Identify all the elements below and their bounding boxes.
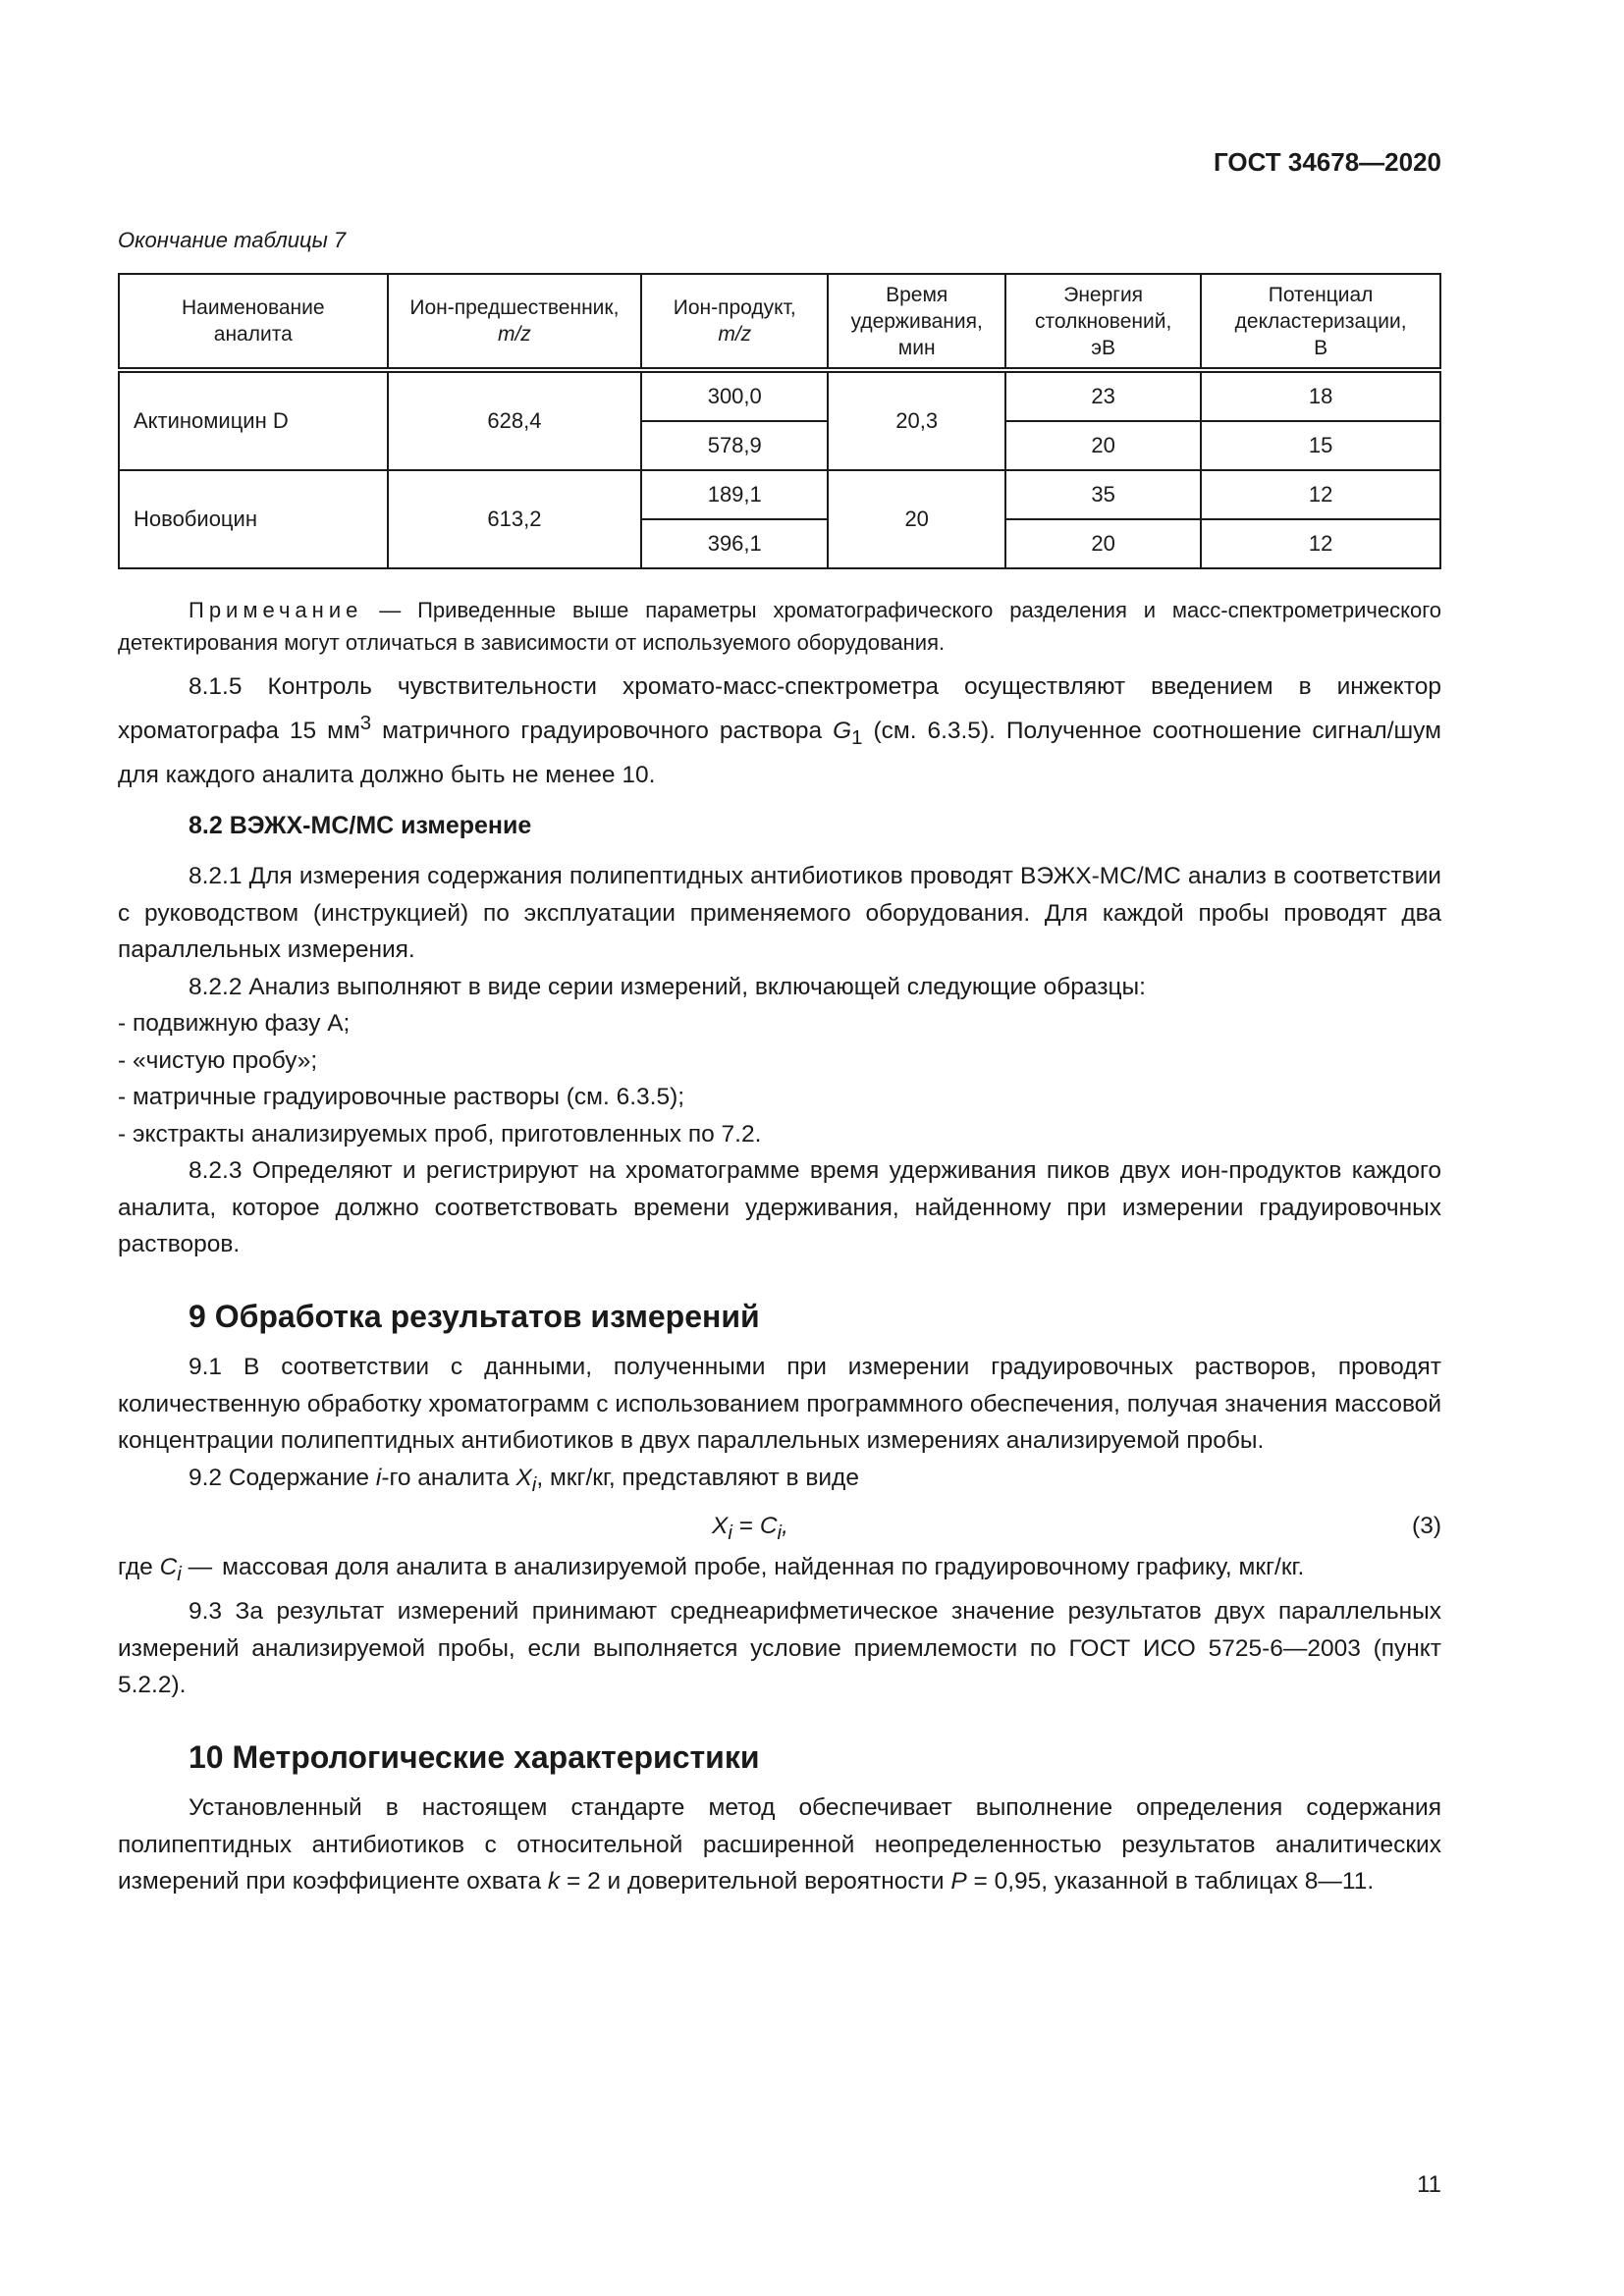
table-cell: 12 bbox=[1200, 469, 1441, 520]
table-cell: 20 bbox=[827, 469, 1007, 569]
table-cell: Новобиоцин bbox=[118, 469, 389, 569]
page-number: 11 bbox=[1417, 2171, 1441, 2198]
table-cell: 20 bbox=[1004, 518, 1203, 569]
formula-legend: где Ci — массовая доля аналита в анализир… bbox=[118, 1553, 1305, 1585]
para-9-2: 9.2 Содержание i-го аналита Xi, мкг/кг, … bbox=[189, 1464, 859, 1496]
table-cell: 628,4 bbox=[386, 369, 643, 471]
list-item: - подвижную фазу А; bbox=[118, 1010, 351, 1038]
table-cell: 20,3 bbox=[827, 369, 1007, 471]
document-header: ГОСТ 34678—2020 bbox=[1214, 147, 1441, 177]
table-caption: Окончание таблицы 7 bbox=[118, 228, 347, 252]
para-8-2-1: 8.2.1 Для измерения содержания полипепти… bbox=[118, 863, 1441, 964]
para-9-1: 9.1 В соответствии с данными, полученным… bbox=[118, 1354, 1441, 1455]
table-row: 578,9 20 15 bbox=[119, 420, 1441, 471]
note: Примечание — Приведенные выше параметры … bbox=[118, 594, 1441, 659]
table-7: Наименование аналита Ион-предшественник, m/… bbox=[118, 273, 1441, 569]
table-cell: 300,0 bbox=[640, 369, 830, 422]
para-9-3: 9.3 За результат измерений принимают сре… bbox=[118, 1598, 1441, 1699]
table-cell: 15 bbox=[1200, 420, 1441, 471]
table-cell: 12 bbox=[1200, 518, 1441, 569]
document-body: Примечание — Приведенные выше параметры … bbox=[118, 594, 1441, 1900]
column-header: Наименование аналита bbox=[118, 273, 389, 371]
column-header: Время удерживания, мин bbox=[827, 273, 1007, 371]
column-header: Энергия столкновений, эВ bbox=[1004, 273, 1203, 371]
para-8-2-3: 8.2.3 Определяют и регистрируют на хрома… bbox=[118, 1157, 1441, 1258]
table-cell: 613,2 bbox=[386, 469, 643, 569]
table-cell: 189,1 bbox=[640, 469, 830, 520]
column-header: Ион-предшественник, m/z bbox=[386, 273, 643, 371]
section-9-heading: 9 Обработка результатов измерений bbox=[189, 1298, 760, 1334]
table-row: 396,1 20 12 bbox=[119, 518, 1441, 569]
table-cell: 578,9 bbox=[640, 420, 830, 471]
para-8-2-2: 8.2.2 Анализ выполняют в виде серии изме… bbox=[189, 973, 1146, 1000]
table-cell: 35 bbox=[1004, 469, 1203, 520]
note-text: — Приведенные выше параметры хроматограф… bbox=[118, 598, 1441, 655]
table-cell: 23 bbox=[1004, 369, 1203, 422]
table-cell: 20 bbox=[1004, 420, 1203, 471]
table-cell: 18 bbox=[1200, 369, 1441, 422]
list-item: - матричные градуировочные растворы (см.… bbox=[118, 1084, 685, 1111]
table-row: Новобиоцин 613,2 189,1 20 35 12 bbox=[118, 469, 1441, 569]
table-row: Актиномицин D 628,4 300,0 20,3 23 18 bbox=[118, 369, 1441, 471]
para-8-1-5: 8.1.5 Контроль чувствительности хромато-… bbox=[118, 673, 1441, 789]
formula-3: Xi = Ci, (3) bbox=[118, 1504, 1441, 1549]
column-header: Потенциал декластеризации, В bbox=[1200, 273, 1441, 371]
list-item: - «чистую пробу»; bbox=[118, 1046, 318, 1074]
list-item: - экстракты анализируемых проб, приготов… bbox=[118, 1120, 762, 1148]
section-8-2-heading: 8.2 ВЭЖХ-МС/МС измерение bbox=[189, 811, 532, 839]
section-10-heading: 10 Метрологические характеристики bbox=[189, 1738, 760, 1775]
column-header: Ион-продукт, m/z bbox=[640, 273, 830, 371]
formula-number: (3) bbox=[1412, 1512, 1441, 1539]
table-cell: 396,1 bbox=[640, 518, 830, 569]
para-10: Установленный в настоящем стандарте мето… bbox=[118, 1794, 1441, 1896]
table-cell: Актиномицин D bbox=[118, 369, 389, 471]
note-label: Примечание bbox=[189, 598, 363, 622]
